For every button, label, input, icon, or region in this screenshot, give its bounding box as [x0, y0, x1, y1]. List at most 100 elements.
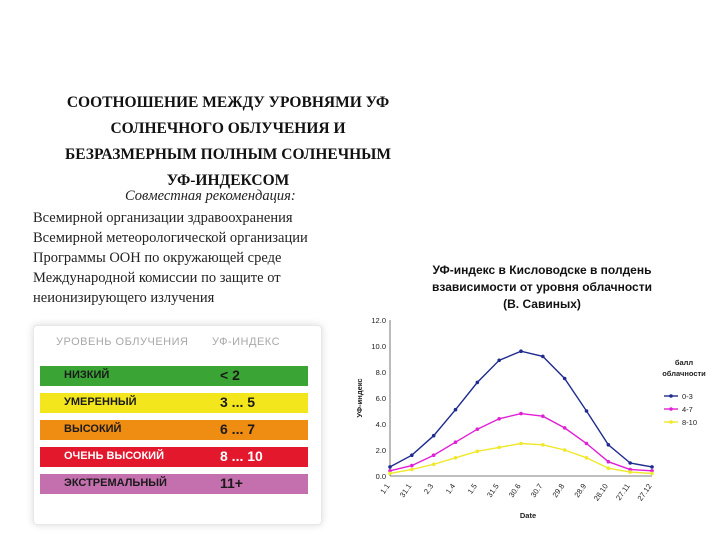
series-1-point [388, 465, 392, 469]
series-2-point [562, 426, 567, 430]
x-tick-label: 27.12 [635, 482, 653, 503]
x-tick-label: 1.5 [466, 482, 479, 496]
series-1-point [519, 349, 523, 353]
uv-row-very-high: ОЧЕНЬ ВЫСОКИЙ 8 ... 10 [40, 447, 308, 467]
series-3-point [584, 456, 589, 460]
recommendation-item: неионизирующего излучения [33, 290, 215, 306]
y-tick-label: 8.0 [376, 368, 386, 377]
series-2-point [431, 453, 436, 457]
x-tick-label: 31.1 [398, 482, 414, 499]
legend-entry: 0-3 [682, 392, 693, 401]
chart-title-line: УФ-индекс в Кисловодске в полдень [432, 263, 652, 277]
legend-marker-2 [669, 407, 673, 411]
uv-index-value: 11+ [220, 475, 243, 491]
series-3-point [562, 448, 567, 452]
legend-marker-3 [669, 420, 673, 424]
recommendation-item: Программы ООН по окружающей среде [33, 250, 282, 266]
uv-row-extreme: ЭКСТРЕМАЛЬНЫЙ 11+ [40, 474, 308, 494]
legend-entry: 8-10 [682, 418, 697, 427]
chart-title-line: (В. Савиных) [503, 297, 581, 311]
x-tick-label: 28.10 [592, 482, 610, 503]
series-3-point [628, 470, 632, 474]
x-tick-label: 28.9 [572, 482, 588, 499]
y-tick-label: 4.0 [376, 420, 386, 429]
uv-index-value: < 2 [220, 367, 240, 383]
recommendation-item: Всемирной метеорологической организации [33, 230, 308, 246]
y-tick-label: 6.0 [376, 394, 386, 403]
y-tick-label: 0.0 [376, 472, 386, 481]
series-1-point [606, 443, 611, 447]
series-1-point [541, 354, 545, 359]
title-line: СОЛНЕЧНОГО ОБЛУЧЕНИЯ И [110, 120, 346, 137]
series-3-point [541, 443, 545, 447]
series-2-point [497, 417, 501, 421]
series-1-point [453, 407, 458, 412]
recommendation-item: Всемирной организации здравоохранения [33, 210, 293, 226]
series-3-point [431, 462, 436, 467]
legend-title-line: балл [675, 358, 694, 367]
series-2-point [519, 411, 523, 416]
uv-level-label: УМЕРЕННЫЙ [64, 396, 137, 408]
series-2-point [388, 469, 392, 473]
series-2-point [541, 414, 545, 418]
x-axis-title: Date [520, 511, 536, 520]
y-axis-title: УФ-индекс [355, 378, 364, 417]
recommendation-list: Всемирной организации здравоохранения Вс… [33, 208, 308, 308]
page-title: СООТНОШЕНИЕ МЕЖДУ УРОВНЯМИ УФ СОЛНЕЧНОГО… [18, 90, 438, 194]
y-tick-label: 10.0 [371, 342, 386, 351]
legend-title-line: облачности [662, 369, 706, 378]
series-1-point [410, 453, 414, 457]
chart-title: УФ-индекс в Кисловодске в полдень взавис… [392, 262, 692, 313]
title-line: СООТНОШЕНИЕ МЕЖДУ УРОВНЯМИ УФ [66, 94, 390, 111]
series-1-point [431, 433, 436, 438]
series-2-point [606, 459, 611, 464]
series-1-point [650, 465, 654, 469]
series-3-point [650, 471, 654, 476]
y-tick-label: 2.0 [376, 446, 386, 455]
x-tick-label: 1.4 [444, 482, 457, 496]
x-tick-label: 2.3 [422, 482, 435, 496]
uv-index-line-chart: 0.0 2.0 4.0 6.0 8.0 10.0 12.0 1.1 31.1 2.3 1.4 1.5 3… [355, 316, 706, 520]
x-tick-label: 27.11 [614, 482, 632, 502]
uv-index-value: 8 ... 10 [220, 448, 263, 464]
recommendation-heading: Совместная рекомендация: [125, 188, 296, 204]
legend-entry: 4-7 [682, 405, 693, 414]
series-1-point [562, 376, 567, 381]
uv-level-label: ЭКСТРЕМАЛЬНЫЙ [64, 477, 167, 489]
uv-level-label: НИЗКИЙ [64, 369, 110, 381]
y-tick-label: 12.0 [371, 316, 386, 325]
x-tick-label: 31.5 [485, 482, 501, 499]
series-2-point [453, 440, 458, 444]
recommendation-item: Международной комиссии по защите от [33, 270, 281, 286]
series-1-point [497, 358, 501, 363]
uv-row-high: ВЫСОКИЙ 6 ... 7 [40, 420, 308, 440]
x-tick-label: 1.1 [378, 482, 391, 496]
series-3-point [475, 449, 480, 454]
uv-level-table: УРОВЕНЬ ОБЛУЧЕНИЯ УФ-ИНДЕКС НИЗКИЙ < 2 У… [33, 325, 322, 525]
series-3-point [519, 441, 523, 446]
uv-row-moderate: УМЕРЕННЫЙ 3 ... 5 [40, 393, 308, 413]
series-1-point [475, 380, 480, 385]
title-line: БЕЗРАЗМЕРНЫМ ПОЛНЫМ СОЛНЕЧНЫМ [64, 146, 392, 163]
legend-marker-1 [669, 394, 673, 398]
series-2-point [475, 427, 480, 431]
series-3-point [410, 467, 414, 472]
x-tick-label: 30.7 [529, 482, 545, 499]
series-3-point [497, 445, 501, 450]
uv-table-header-index: УФ-ИНДЕКС [212, 336, 281, 348]
series-line-1 [389, 350, 653, 468]
series-2-point [584, 441, 589, 446]
series-3-point [453, 456, 458, 460]
uv-table-header-level: УРОВЕНЬ ОБЛУЧЕНИЯ [56, 336, 189, 348]
series-3-point [388, 471, 392, 476]
title-line: УФ-ИНДЕКСОМ [166, 172, 290, 189]
series-2-point [628, 467, 632, 472]
series-2-point [410, 463, 414, 468]
series-2-point [650, 469, 654, 473]
series-1-point [628, 461, 632, 465]
series-1-point [584, 409, 589, 413]
uv-index-value: 6 ... 7 [220, 421, 256, 437]
x-tick-label: 30.6 [507, 482, 523, 499]
uv-level-label: ОЧЕНЬ ВЫСОКИЙ [64, 450, 164, 462]
uv-level-label: ВЫСОКИЙ [64, 423, 122, 435]
